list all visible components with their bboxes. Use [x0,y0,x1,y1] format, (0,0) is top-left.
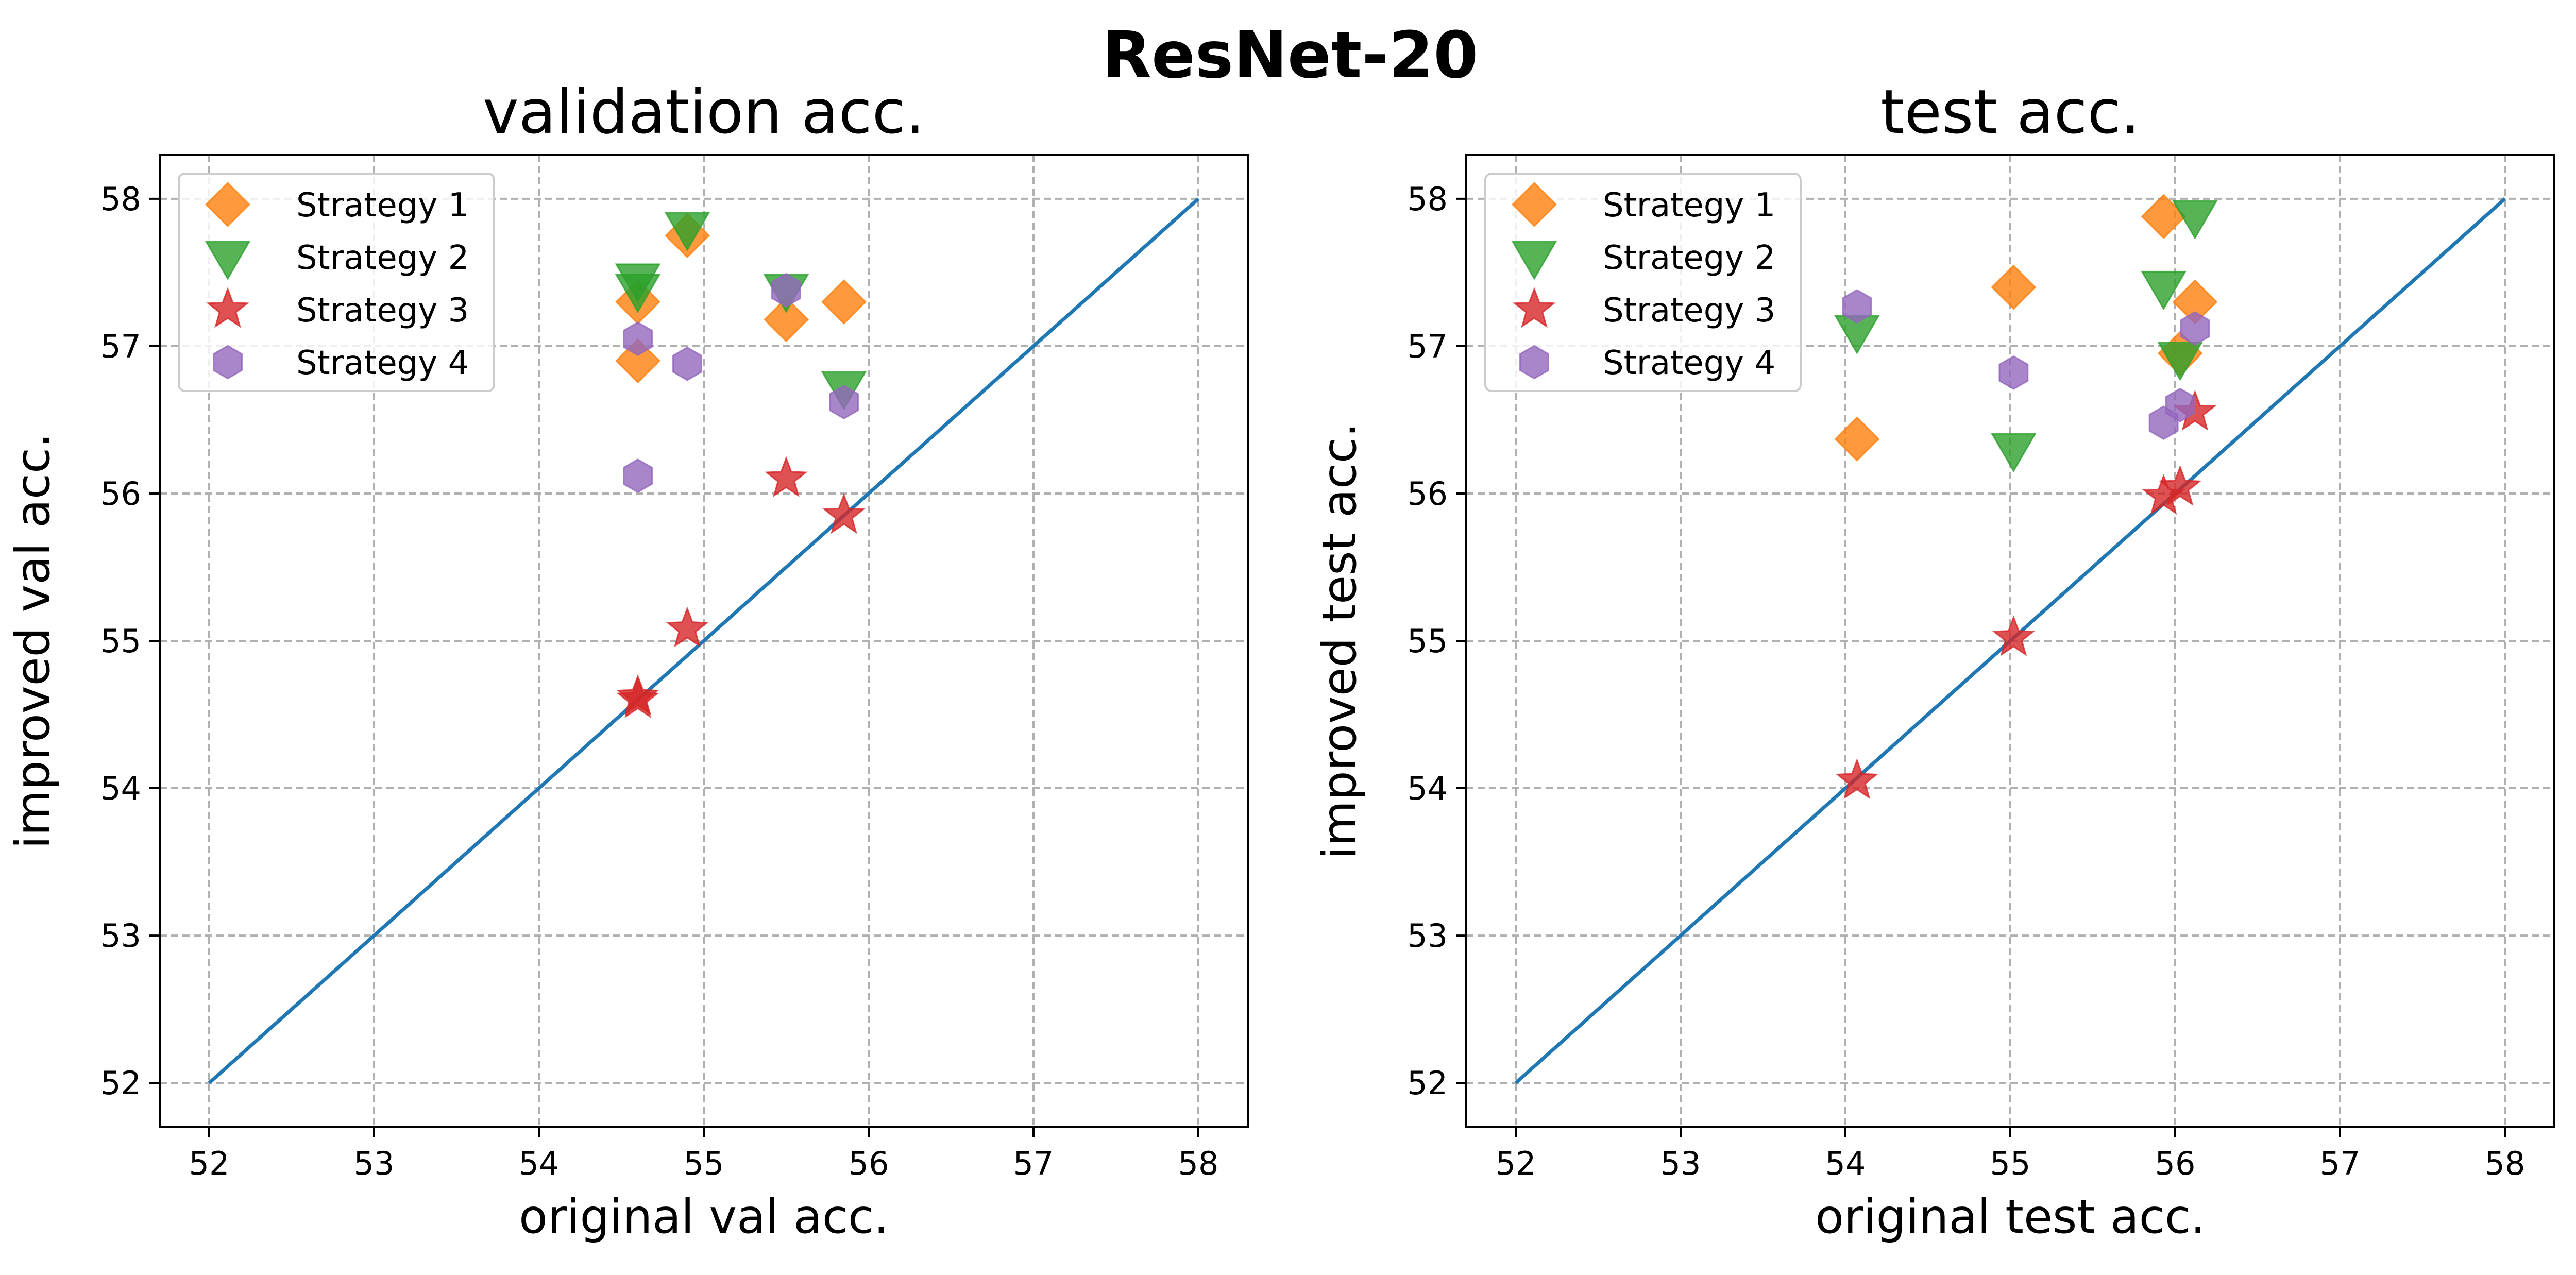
x-tick-label: 52 [1496,1145,1536,1182]
legend-label: Strategy 4 [1603,344,1775,382]
y-tick-label: 52 [1407,1064,1448,1102]
y-tick-label: 57 [100,328,141,365]
y-tick-label: 57 [1407,328,1448,365]
legend-box [178,173,495,392]
legend-label: Strategy 1 [296,186,469,225]
y-tick-label: 53 [1407,917,1448,955]
x-tick-label: 55 [684,1145,724,1182]
data-point-strategy-4 [771,273,801,308]
data-point-strategy-3 [1835,758,1879,800]
legend-marker-strategy-3 [206,287,249,328]
legend-label: Strategy 2 [296,239,469,277]
y-axis-label: improved test acc. [1313,422,1367,859]
legend-marker-strategy-1 [205,182,250,227]
data-point-strategy-4 [829,385,859,420]
data-point-strategy-3 [666,606,709,648]
y-axis-label: improved val acc. [6,433,60,849]
data-point-strategy-4 [672,346,702,381]
x-axis-label: original test acc. [1815,1190,2206,1244]
x-tick-label: 52 [189,1145,230,1182]
data-point-strategy-4 [1842,289,1872,324]
x-tick-label: 57 [2320,1145,2361,1182]
data-point-strategy-2 [1990,433,2037,472]
y-tick-label: 58 [1407,180,1448,218]
y-tick-label: 54 [1407,770,1448,807]
legend-marker-strategy-1 [1512,182,1557,227]
legend-label: Strategy 4 [296,344,469,382]
x-tick-label: 58 [1178,1145,1219,1182]
figure-suptitle: ResNet-20 [1102,18,1478,93]
data-point-strategy-2 [2172,200,2218,240]
legend-label: Strategy 1 [1603,186,1775,225]
legend-label: Strategy 2 [1603,239,1775,277]
data-point-strategy-4 [2180,311,2210,346]
x-tick-label: 55 [1990,1145,2031,1182]
x-tick-label: 53 [354,1145,395,1182]
data-point-strategy-2 [664,212,710,251]
data-point-strategy-2 [615,274,661,313]
data-point-strategy-4 [623,458,653,494]
panel-title: validation acc. [483,76,925,147]
legend-marker-strategy-2 [1511,241,1557,280]
x-tick-label: 56 [849,1145,889,1182]
y-tick-label: 55 [1407,622,1448,660]
x-tick-label: 53 [1660,1145,1701,1182]
legend-label: Strategy 3 [1603,292,1775,330]
data-point-strategy-3 [822,492,866,534]
data-point-strategy-2 [2157,342,2204,381]
x-tick-label: 58 [2485,1145,2526,1182]
legend-marker-strategy-3 [1513,287,1556,328]
data-point-strategy-1 [615,338,660,384]
legend-marker-strategy-4 [1519,345,1549,380]
data-point-strategy-3 [1992,615,2036,656]
data-point-strategy-4 [623,321,653,356]
data-point-strategy-2 [2141,270,2187,311]
legend: Strategy 1 Strategy 2 Strategy 3 Strategy 4 [178,173,495,392]
y-tick-label: 58 [100,180,141,218]
data-point-strategy-1 [764,297,809,343]
data-point-strategy-1 [1991,264,2037,310]
y-tick-label: 55 [100,622,141,660]
x-tick-label: 57 [1013,1145,1054,1182]
legend-box [1484,173,1802,392]
legend-marker-strategy-2 [205,241,251,280]
data-point-strategy-4 [2165,387,2195,422]
x-axis-label: original val acc. [519,1190,889,1244]
y-tick-label: 53 [100,917,141,955]
x-tick-label: 54 [1825,1145,1866,1182]
y-tick-label: 52 [100,1064,141,1102]
validation-acc-panel: 52 53 54 55 56 57 58 52 53 54 55 56 57 58 validation a… [6,76,1249,1244]
identity-line [208,197,1200,1084]
x-tick-label: 54 [519,1145,560,1182]
data-point-strategy-1 [1834,416,1880,462]
y-tick-label: 54 [100,770,141,807]
legend-marker-strategy-4 [213,345,243,380]
panel-title: test acc. [1880,76,2140,147]
data-point-strategy-3 [2158,465,2202,506]
data-point-strategy-4 [1998,355,2029,390]
test-acc-panel: 52 53 54 55 56 57 58 52 53 54 55 56 57 58 test acc. ori… [1313,76,2555,1244]
x-tick-label: 56 [2155,1145,2196,1182]
data-point-strategy-1 [821,279,867,325]
y-tick-label: 56 [100,475,141,513]
legend: Strategy 1 Strategy 2 Strategy 3 Strategy 4 [1484,173,1802,392]
data-point-strategy-3 [765,456,808,497]
data-point-strategy-3 [616,674,659,716]
y-tick-label: 56 [1407,475,1448,513]
legend-label: Strategy 3 [296,292,469,330]
